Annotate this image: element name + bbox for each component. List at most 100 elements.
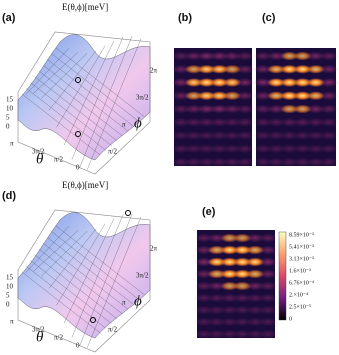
heatmap-cell	[195, 281, 213, 291]
mesh-line	[87, 38, 142, 170]
phi-axis-label: ϕ	[134, 293, 142, 309]
mesh-line	[22, 94, 101, 156]
mesh-line	[40, 231, 88, 277]
heatmap-cell	[210, 144, 229, 154]
heatmap-cell	[236, 157, 254, 167]
mesh-line	[51, 231, 140, 300]
heatmap-cell	[223, 117, 242, 127]
heatmap-cell	[293, 78, 312, 87]
surface	[17, 212, 151, 339]
marker	[90, 317, 96, 323]
heatmap-cell	[320, 91, 338, 101]
heatmap-cell	[320, 104, 338, 114]
heatmap-cell	[197, 131, 216, 140]
z-tick-label: 5	[6, 292, 10, 300]
heatmap-cell	[280, 64, 299, 74]
heatmap-cell	[220, 245, 239, 255]
heatmap-cell	[223, 157, 242, 167]
heatmap-cell	[197, 157, 216, 167]
heatmap-cell	[293, 91, 312, 101]
mesh-line	[55, 225, 145, 295]
heatmap-cell	[306, 157, 325, 167]
heatmap-cell	[267, 131, 286, 140]
marker	[75, 131, 81, 137]
heatmap-cell	[223, 78, 242, 87]
heatmap-cell	[207, 233, 226, 243]
theta-axis-label: θ	[36, 329, 44, 345]
heatmap-cell	[259, 329, 277, 339]
mesh-line	[48, 228, 97, 289]
heatmap-cell	[306, 78, 325, 87]
surface-plot: (d)E(θ,ϕ)[meV]151050π3π/2π/20π/2π3π/22πθ…	[2, 180, 158, 353]
marker	[125, 210, 131, 216]
panel-label: (b)	[178, 12, 192, 24]
heatmap-cell	[233, 233, 252, 243]
mesh-line	[38, 70, 123, 137]
heatmap-cell	[236, 64, 254, 74]
phi-tick-label: π	[122, 121, 126, 129]
heatmap-cell	[293, 144, 312, 154]
z-tick-label: 10	[6, 105, 14, 113]
panel-label: (e)	[202, 206, 216, 218]
theta-tick-label: π/2	[54, 156, 63, 164]
heatmap-cell	[210, 91, 229, 101]
heatmap-cell	[246, 305, 265, 315]
heatmap-cell	[195, 329, 213, 339]
heatmap-cell	[306, 144, 325, 154]
colorbar-tick-label: 1.6×10⁻³	[289, 268, 311, 274]
z-tick-label: 10	[6, 283, 14, 291]
heatmap-cell	[184, 91, 203, 101]
phi-tick-label: 3π/2	[136, 272, 149, 280]
heatmap-cell	[197, 78, 216, 87]
mesh-line	[25, 226, 70, 273]
colorbar	[278, 231, 287, 321]
heatmap-cell	[195, 317, 213, 327]
heatmap-cell	[306, 104, 325, 114]
heatmap-cell	[172, 104, 190, 114]
theta-tick-label: 3π/2	[32, 326, 45, 334]
panel-label: (c)	[262, 12, 276, 24]
theta-tick-label: 3π/2	[32, 148, 45, 156]
heatmap-cell	[207, 293, 226, 303]
heatmap-cell	[320, 144, 338, 154]
heatmap-cell	[280, 78, 299, 87]
heatmap-cell	[220, 281, 239, 291]
phi-tick-label: π/2	[108, 326, 117, 334]
theta-tick-label: π	[10, 318, 14, 326]
heatmap-cell	[280, 131, 299, 140]
heatmap-cell	[267, 157, 286, 167]
heatmap-cell	[306, 91, 325, 101]
heatmap-cell	[197, 51, 216, 61]
heatmap-cell	[293, 51, 312, 61]
theta-tick-label: π/2	[54, 334, 63, 342]
mesh-line	[64, 218, 115, 323]
z-tick-label: 0	[6, 301, 10, 309]
heatmap-cell	[233, 269, 252, 279]
heatmap-cell	[280, 91, 299, 101]
mesh-line	[87, 216, 142, 348]
heatmap-cell	[293, 131, 312, 140]
mesh-line	[47, 237, 134, 305]
heatmap-cell	[259, 317, 277, 327]
mesh-line	[56, 223, 106, 306]
colorbar-tick-label: 8.59×10⁻³	[289, 232, 314, 238]
heatmap-cell	[306, 131, 325, 140]
mesh-line	[30, 260, 112, 324]
mesh-line	[22, 272, 101, 334]
heatmap-cell	[259, 245, 277, 255]
heatmap-cell	[233, 257, 252, 267]
theta-tick-label: π	[10, 140, 14, 148]
heatmap-cell	[210, 157, 229, 167]
heatmap-cell	[197, 91, 216, 101]
colorbar-tick-label: 0	[289, 316, 292, 322]
phi-tick-label: 2π	[150, 245, 158, 253]
heatmap-cell	[280, 104, 299, 114]
heatmap-cell	[280, 117, 299, 127]
heatmap-cell	[233, 305, 252, 315]
heatmap-cell	[254, 78, 272, 87]
heatmap-cell	[172, 131, 190, 140]
heatmap-cell	[254, 51, 272, 61]
heatmap-cell	[254, 91, 272, 101]
heatmap-cell	[320, 117, 338, 127]
